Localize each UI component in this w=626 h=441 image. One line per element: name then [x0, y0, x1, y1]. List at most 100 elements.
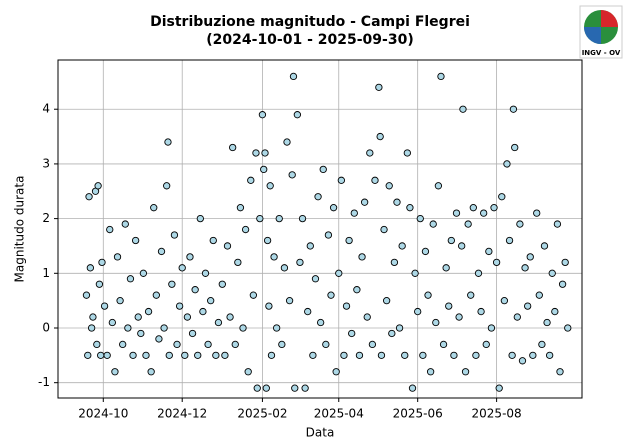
point — [265, 302, 273, 310]
point — [239, 324, 247, 332]
point — [85, 193, 93, 201]
point — [335, 269, 343, 277]
point — [201, 269, 210, 277]
point — [152, 291, 160, 299]
point — [212, 351, 220, 359]
point — [283, 138, 291, 146]
point — [164, 138, 172, 146]
logo-segment — [601, 10, 618, 27]
point — [377, 351, 386, 359]
y-tick-label: 4 — [42, 102, 50, 116]
point — [348, 329, 356, 338]
point — [495, 384, 503, 392]
point — [207, 296, 215, 305]
point — [526, 253, 534, 261]
point — [395, 324, 404, 332]
point — [524, 302, 532, 310]
point — [511, 143, 519, 152]
point — [226, 313, 234, 321]
point — [442, 264, 450, 272]
point — [498, 193, 506, 201]
point — [416, 214, 424, 223]
point — [261, 149, 269, 157]
point — [509, 105, 518, 113]
point — [419, 351, 427, 359]
y-axis-label: Magnitudo durata — [13, 176, 27, 283]
plot-frame — [57, 59, 583, 399]
point — [124, 324, 132, 332]
point — [121, 220, 129, 228]
point — [150, 204, 158, 212]
point — [332, 368, 340, 376]
point — [147, 368, 155, 376]
point — [314, 193, 322, 201]
point — [183, 313, 192, 321]
point — [131, 236, 140, 245]
point — [304, 307, 312, 316]
point — [204, 340, 212, 349]
point — [516, 220, 524, 228]
point — [368, 340, 377, 349]
point — [548, 269, 556, 277]
point — [455, 313, 463, 321]
point — [477, 307, 485, 316]
point — [311, 275, 320, 283]
point — [401, 351, 409, 359]
point — [543, 318, 551, 327]
point — [319, 165, 327, 174]
point — [363, 313, 371, 321]
point — [306, 242, 314, 250]
point — [445, 302, 453, 310]
chart-subtitle: (2024-10-01 - 2025-09-30) — [206, 32, 413, 48]
point — [289, 72, 298, 81]
point — [285, 296, 294, 305]
point — [188, 329, 197, 338]
point — [503, 160, 511, 168]
point — [398, 242, 406, 250]
point — [564, 324, 572, 332]
point — [170, 231, 179, 239]
point — [82, 291, 91, 299]
point — [551, 307, 559, 316]
chart-title: Distribuzione magnitudo - Campi Flegrei — [150, 14, 470, 30]
point — [173, 340, 181, 349]
point — [432, 318, 440, 327]
point — [375, 83, 383, 91]
point — [142, 351, 150, 359]
point — [492, 258, 501, 267]
point — [429, 220, 437, 228]
point — [561, 258, 569, 267]
point — [450, 351, 458, 359]
point — [385, 182, 393, 190]
point — [533, 209, 541, 217]
point — [94, 182, 102, 190]
logo-text: INGV - OV — [582, 49, 621, 57]
point — [411, 269, 419, 277]
point — [556, 368, 564, 376]
x-tick-label: 2025-06 — [393, 407, 443, 421]
point — [350, 209, 358, 217]
point — [165, 351, 173, 359]
point — [221, 351, 229, 359]
point — [490, 204, 498, 212]
point — [474, 269, 483, 277]
point — [360, 198, 369, 206]
y-tick-label: 2 — [42, 211, 50, 225]
point — [253, 384, 261, 392]
point — [168, 280, 176, 288]
y-tick-label: 3 — [42, 156, 50, 170]
point — [163, 182, 171, 190]
point — [186, 253, 194, 261]
point — [329, 204, 338, 212]
point — [406, 204, 414, 212]
point — [196, 214, 204, 223]
point — [278, 340, 286, 349]
point — [137, 329, 145, 338]
point — [139, 269, 148, 277]
point — [178, 264, 186, 272]
point — [487, 324, 496, 332]
point — [316, 318, 325, 327]
point — [106, 225, 114, 234]
point — [461, 368, 470, 376]
